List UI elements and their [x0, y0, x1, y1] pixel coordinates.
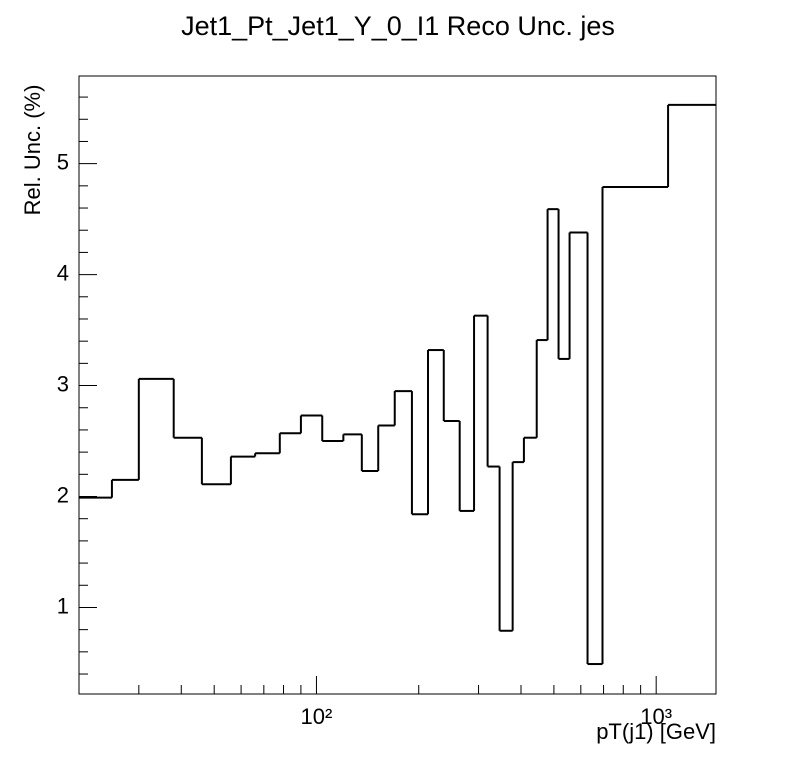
x-tick-label: 10³ [640, 704, 672, 729]
x-tick-label: 10² [301, 704, 333, 729]
y-tick-label: 4 [57, 260, 69, 285]
y-tick-label: 3 [57, 371, 69, 396]
y-tick-label: 2 [57, 482, 69, 507]
x-axis-label: pT(j1) [GeV] [596, 719, 716, 744]
y-tick-label: 1 [57, 593, 69, 618]
y-tick-label: 5 [57, 149, 69, 174]
plot-frame [78, 75, 717, 695]
chart-title: Jet1_Pt_Jet1_Y_0_I1 Reco Unc. jes [181, 11, 615, 41]
y-axis-label: Rel. Unc. (%) [20, 85, 45, 216]
